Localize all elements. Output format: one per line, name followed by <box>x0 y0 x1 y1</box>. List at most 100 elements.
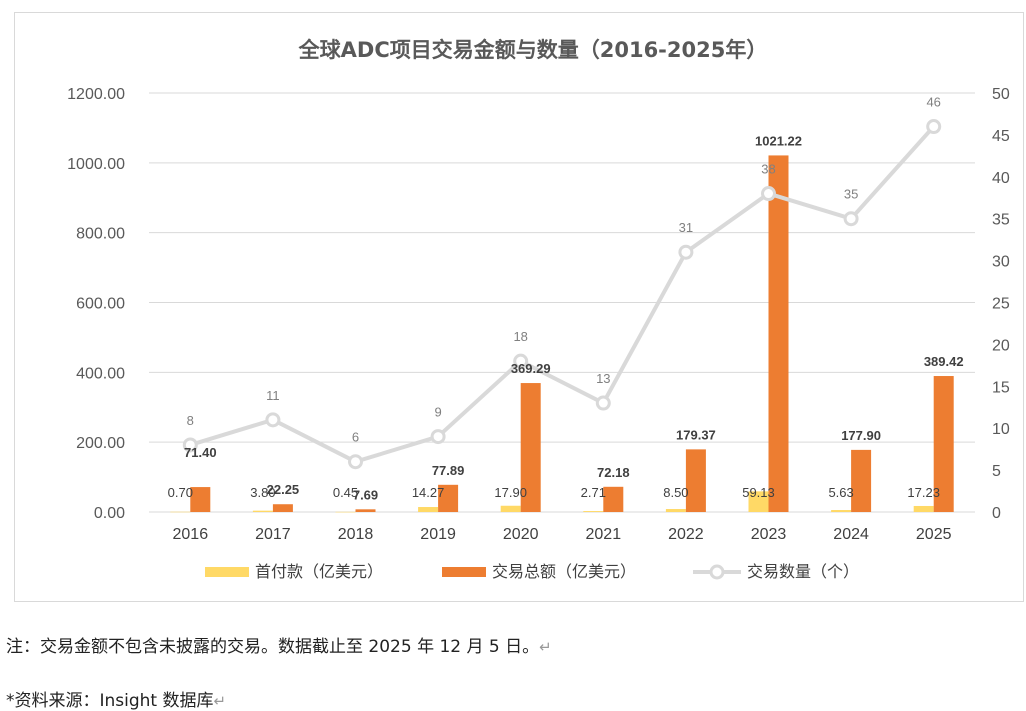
x-tick-label: 2024 <box>833 526 869 543</box>
label-deal-count: 35 <box>844 187 858 202</box>
label-total-amount: 369.29 <box>511 361 551 376</box>
label-deal-count: 13 <box>596 371 610 386</box>
bar-total-amount <box>438 484 459 512</box>
marker-deal-count <box>265 412 281 428</box>
return-mark: ↵ <box>539 638 552 656</box>
marker-deal-count <box>678 244 694 260</box>
y-right-tick-label: 30 <box>992 254 1010 271</box>
y-right-tick-label: 35 <box>992 212 1010 229</box>
label-down-payment: 59.13 <box>742 485 775 500</box>
marker-deal-count <box>843 211 859 227</box>
label-deal-count: 6 <box>352 430 359 445</box>
y-right-tick-label: 20 <box>992 337 1010 354</box>
legend-marker-deal-count <box>709 564 725 580</box>
bar-total-amount <box>685 449 706 512</box>
bar-down-payment <box>583 511 604 512</box>
chart-frame: 全球ADC项目交易金额与数量（2016-2025年） 0.00 200.00 400.… <box>14 12 1024 602</box>
label-down-payment: 17.23 <box>907 485 940 500</box>
bar-total-amount <box>603 486 624 512</box>
label-total-amount: 77.89 <box>432 463 465 478</box>
line-deal-count <box>189 125 936 464</box>
y-right-tick-label: 0 <box>992 505 1001 522</box>
label-deal-count: 46 <box>926 95 940 110</box>
label-total-amount: 389.42 <box>924 354 964 369</box>
marker-deal-count <box>182 437 198 453</box>
return-mark: ↵ <box>213 692 227 710</box>
bar-total-amount <box>355 509 376 512</box>
x-tick-label: 2018 <box>338 526 374 543</box>
footnote-text: 注：交易金额不包含未披露的交易。数据截止至 2025 年 12 月 5 日。 <box>6 637 540 657</box>
legend-label-total-amount: 交易总额（亿美元） <box>492 562 636 581</box>
label-total-amount: 71.40 <box>184 445 217 460</box>
label-down-payment: 0.70 <box>168 485 193 500</box>
marker-deal-count <box>926 119 942 135</box>
label-deal-count: 9 <box>434 405 441 420</box>
bar-total-amount <box>933 376 954 512</box>
legend-swatch-total-amount <box>442 567 486 577</box>
x-tick-label: 2025 <box>916 526 952 543</box>
bar-total-amount <box>520 383 541 512</box>
y-left-tick-label: 0.00 <box>94 505 125 522</box>
y-left-tick-label: 1000.00 <box>67 156 125 173</box>
label-down-payment: 8.50 <box>663 485 688 500</box>
marker-deal-count <box>761 186 776 202</box>
bar-down-payment <box>418 507 439 512</box>
label-deal-count: 11 <box>266 388 280 403</box>
y-left-tick-label: 600.00 <box>76 296 125 313</box>
y-right-tick-label: 50 <box>992 86 1010 103</box>
bar-down-payment <box>665 509 686 512</box>
label-down-payment: 5.63 <box>828 485 853 500</box>
label-deal-count: 38 <box>761 162 775 177</box>
bar-down-payment <box>500 505 521 512</box>
y-left-tick-label: 400.00 <box>76 365 125 382</box>
y-right-tick-label: 40 <box>992 170 1010 187</box>
label-down-payment: 14.27 <box>412 485 445 500</box>
label-deal-count: 31 <box>679 220 693 235</box>
footnote: 注：交易金额不包含未披露的交易。数据截止至 2025 年 12 月 5 日。↵ <box>6 632 552 657</box>
y-right-tick-label: 10 <box>992 421 1010 438</box>
chart-title: 全球ADC项目交易金额与数量（2016-2025年） <box>298 38 768 62</box>
marker-deal-count <box>430 429 446 445</box>
marker-deal-count <box>348 454 363 470</box>
bar-down-payment <box>913 505 934 512</box>
y-left-tick-label: 1200.00 <box>67 86 125 103</box>
label-down-payment: 2.71 <box>581 485 606 500</box>
x-tick-label: 2017 <box>255 526 291 543</box>
x-tick-label: 2022 <box>668 526 704 543</box>
bar-down-payment <box>335 511 356 513</box>
y-right-tick-label: 15 <box>992 379 1010 396</box>
legend-swatch-down-payment <box>205 567 249 577</box>
label-total-amount: 22.25 <box>267 482 300 497</box>
x-tick-label: 2023 <box>751 526 787 543</box>
bar-down-payment <box>748 491 769 512</box>
y-left-tick-label: 200.00 <box>76 435 125 452</box>
label-total-amount: 7.69 <box>353 487 378 502</box>
legend-label-down-payment: 首付款（亿美元） <box>255 562 383 581</box>
x-tick-label: 2019 <box>420 526 456 543</box>
label-deal-count: 8 <box>187 413 194 428</box>
bar-down-payment <box>831 510 852 512</box>
bar-total-amount <box>190 487 211 512</box>
marker-deal-count <box>513 353 529 369</box>
label-down-payment: 0.45 <box>333 485 358 500</box>
label-deal-count: 18 <box>513 329 527 344</box>
legend-label-deal-count: 交易数量（个） <box>747 562 859 581</box>
source-text: *资料来源：Insight 数据库 <box>6 691 214 711</box>
chart: 全球ADC项目交易金额与数量（2016-2025年）0.00200.00400.… <box>67 38 1010 581</box>
bar-total-amount <box>272 504 293 512</box>
y-right-tick-label: 5 <box>992 463 1001 480</box>
bar-down-payment <box>170 511 191 513</box>
x-tick-label: 2021 <box>586 526 622 543</box>
source-note: *资料来源：Insight 数据库↵ <box>6 686 226 711</box>
label-total-amount: 179.37 <box>676 427 716 442</box>
label-total-amount: 1021.22 <box>755 133 802 148</box>
label-down-payment: 3.80 <box>250 485 275 500</box>
y-left-tick-label: 800.00 <box>76 226 125 243</box>
y-right-tick-label: 45 <box>992 128 1010 145</box>
label-total-amount: 72.18 <box>597 465 630 480</box>
label-down-payment: 17.90 <box>494 485 527 500</box>
bar-total-amount <box>851 449 872 512</box>
x-tick-label: 2020 <box>503 526 539 543</box>
x-tick-label: 2016 <box>173 526 209 543</box>
marker-deal-count <box>595 395 611 411</box>
